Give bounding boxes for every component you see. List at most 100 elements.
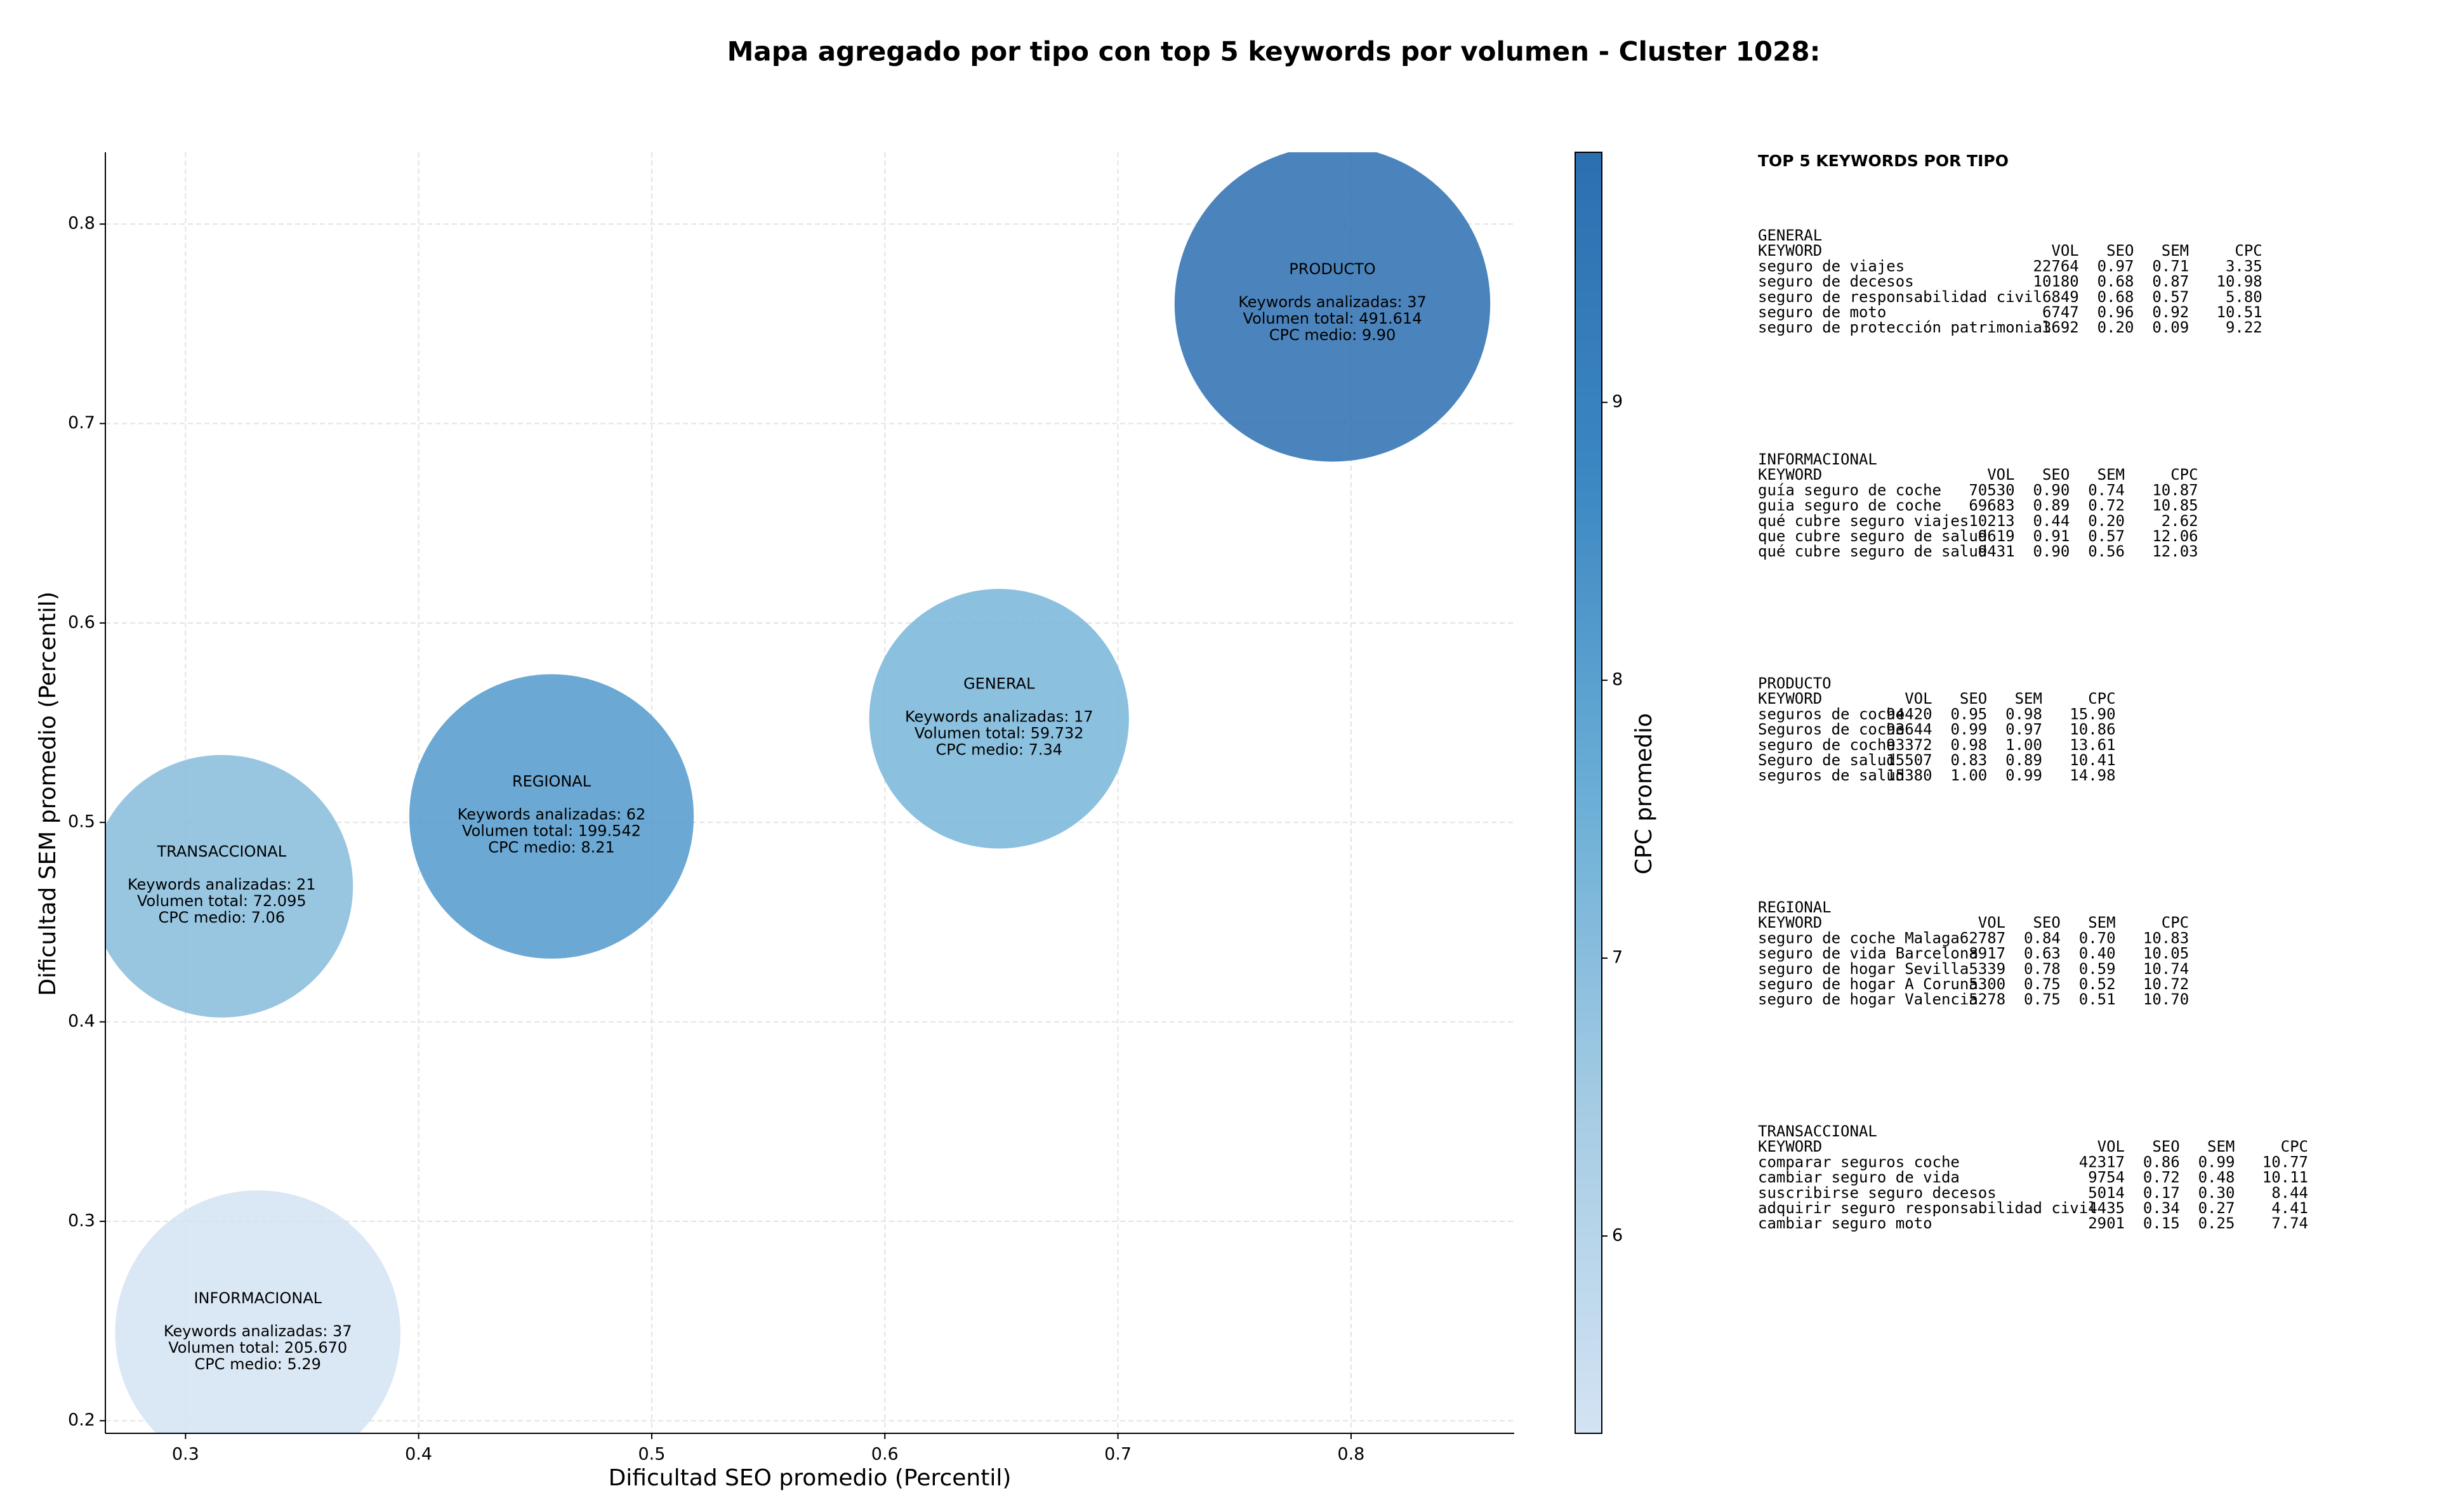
- table-cell: 42317: [2079, 1153, 2125, 1171]
- table-cell: 22764: [2033, 257, 2079, 275]
- y-tick-label: 0.6: [68, 612, 95, 632]
- table-cell: seguro de decesos: [1758, 273, 1914, 291]
- table-header: KEYWORD: [1758, 242, 1822, 260]
- table-cell: seguros de salud: [1758, 766, 1905, 784]
- table-cell: 0.97: [2005, 721, 2042, 739]
- table-cell: 0.25: [2198, 1214, 2235, 1232]
- bubble-annotation: Keywords analizadas: 17: [905, 708, 1093, 726]
- table-cell: 4435: [2088, 1199, 2125, 1217]
- table-cell: 0.70: [2079, 929, 2116, 947]
- table-cell: 0.99: [1950, 721, 1987, 739]
- table-cell: 1.00: [2005, 736, 2042, 754]
- colorbar-tick-label: 8: [1612, 670, 1623, 690]
- table-cell: seguro de coche Malaga: [1758, 929, 1960, 947]
- table-cell: 0.90: [2033, 542, 2070, 560]
- table-cell: 0.78: [2024, 960, 2061, 978]
- table-cell: 10.11: [2262, 1169, 2308, 1187]
- table-cell: 0.98: [2005, 705, 2042, 723]
- table-cell: seguro de coche: [1758, 736, 1896, 754]
- bubble-name: INFORMACIONAL: [194, 1289, 322, 1307]
- table-cell: 4.41: [2271, 1199, 2308, 1217]
- bubble-name: REGIONAL: [512, 773, 591, 791]
- bubble-annotation: CPC medio: 8.21: [488, 839, 615, 857]
- table-cell: 93372: [1886, 736, 1932, 754]
- table-cell: 10.41: [2070, 751, 2115, 769]
- bubble-annotation: Volumen total: 491.614: [1243, 310, 1422, 327]
- table-cell: 0.71: [2152, 257, 2189, 275]
- table-cell: seguro de protección patrimonial: [1758, 319, 2051, 336]
- table-header: SEO: [2106, 242, 2134, 260]
- bubble-annotation: Keywords analizadas: 37: [164, 1322, 352, 1340]
- x-tick-label: 0.3: [172, 1445, 199, 1464]
- group-name: REGIONAL: [1758, 898, 1832, 916]
- table-cell: seguro de viajes: [1758, 257, 1905, 275]
- table-cell: 10.51: [2217, 303, 2262, 321]
- table-cell: 12.06: [2152, 527, 2198, 545]
- table-cell: seguro de responsabilidad civil: [1758, 288, 2042, 306]
- table-cell: 8917: [1969, 945, 2005, 963]
- table-cell: 15.90: [2070, 705, 2115, 723]
- colorbar-tick-label: 7: [1612, 948, 1623, 968]
- y-tick-label: 0.4: [68, 1011, 95, 1031]
- bubble-annotation: Volumen total: 199.542: [462, 822, 641, 840]
- table-header: VOL: [1978, 914, 2005, 931]
- table-cell: 3692: [2042, 319, 2079, 336]
- table-cell: 0.56: [2088, 542, 2125, 560]
- bubble-annotation: Volumen total: 72.095: [137, 892, 307, 910]
- table-cell: 9431: [1978, 542, 2015, 560]
- x-tick-label: 0.5: [638, 1445, 665, 1464]
- table-cell: 0.74: [2088, 481, 2125, 499]
- bubble: [409, 674, 694, 959]
- bubble-annotation: CPC medio: 7.34: [936, 741, 1063, 759]
- table-cell: 10.05: [2143, 945, 2189, 963]
- bubble-annotation: Keywords analizadas: 62: [458, 806, 646, 824]
- table-cell: 0.20: [2088, 512, 2125, 530]
- table-cell: 0.40: [2079, 945, 2116, 963]
- table-cell: 0.44: [2033, 512, 2070, 530]
- table-cell: 0.68: [2097, 273, 2134, 291]
- table-cell: adquirir seguro responsabilidad civil: [1758, 1199, 2097, 1217]
- table-cell: seguro de hogar A Coruna: [1758, 975, 1978, 993]
- table-cell: comparar seguros coche: [1758, 1153, 1960, 1171]
- bubble-name: TRANSACCIONAL: [156, 843, 286, 860]
- table-cell: 9754: [2088, 1169, 2125, 1187]
- table-cell: 0.98: [1950, 736, 1987, 754]
- bubble-annotation: Volumen total: 59.732: [915, 725, 1084, 742]
- y-tick-label: 0.2: [68, 1410, 95, 1430]
- table-cell: 0.15: [2143, 1214, 2180, 1232]
- table-cell: 15380: [1886, 766, 1932, 784]
- table-cell: 5278: [1969, 990, 2005, 1008]
- table-cell: 10180: [2033, 273, 2079, 291]
- table-header: VOL: [2051, 242, 2078, 260]
- table-cell: 12.03: [2152, 542, 2198, 560]
- group-name: GENERAL: [1758, 227, 1822, 244]
- table-cell: cambiar seguro moto: [1758, 1214, 1932, 1232]
- table-cell: 10.74: [2143, 960, 2189, 978]
- table-cell: seguro de hogar Valencia: [1758, 990, 1978, 1008]
- table-header: SEM: [2088, 914, 2115, 931]
- table-cell: 10.87: [2152, 481, 2198, 499]
- table-cell: suscribirse seguro decesos: [1758, 1184, 1997, 1202]
- bubble: [105, 754, 353, 1018]
- x-tick-label: 0.4: [405, 1445, 432, 1464]
- table-cell: 0.63: [2024, 945, 2061, 963]
- table-cell: 0.89: [2033, 497, 2070, 515]
- colorbar: [1575, 152, 1602, 1434]
- table-cell: 10.77: [2262, 1153, 2308, 1171]
- table-header: VOL: [2097, 1138, 2125, 1155]
- table-header: SEO: [2033, 914, 2060, 931]
- table-cell: 0.52: [2079, 975, 2116, 993]
- table-cell: 0.83: [1950, 751, 1987, 769]
- table-header: SEM: [2015, 690, 2042, 707]
- bubble-annotation: CPC medio: 5.29: [194, 1355, 321, 1373]
- table-cell: 0.17: [2143, 1184, 2180, 1202]
- table-cell: 62787: [1960, 929, 2005, 947]
- axes: 0.3 0.4 0.5 0.6 0.7 0.8 0.2 0.3 0.4 0.5 0.6 0.7 0.8 6…: [68, 152, 1623, 1464]
- table-cell: 0.27: [2198, 1199, 2235, 1217]
- x-tick-label: 0.7: [1104, 1445, 1132, 1464]
- table-cell: seguro de vida Barcelona: [1758, 945, 1978, 963]
- table-header: KEYWORD: [1758, 914, 1822, 931]
- table-cell: 2901: [2088, 1214, 2125, 1232]
